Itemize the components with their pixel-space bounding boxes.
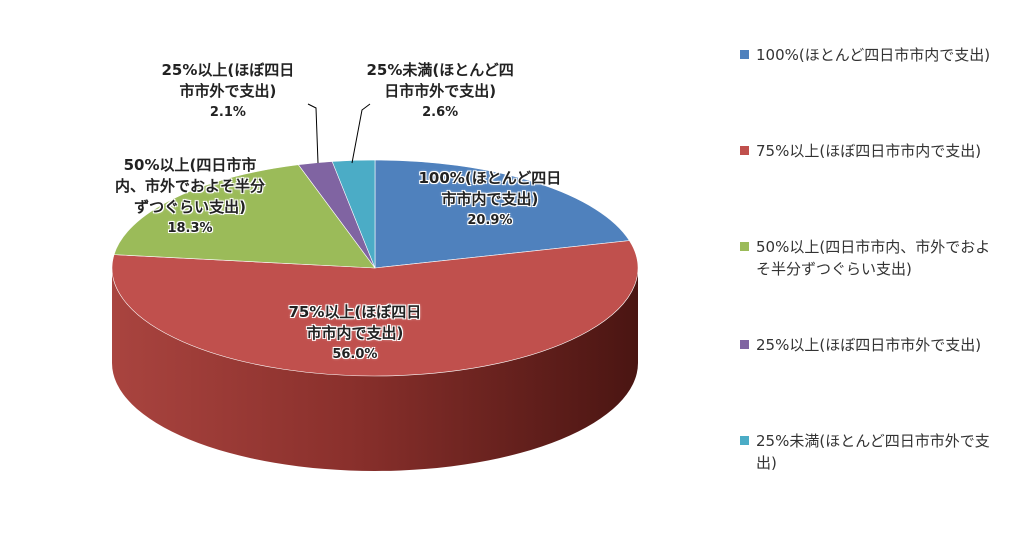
data-label-name: 市市内で支出)	[441, 190, 539, 208]
data-label-name: 内、市外でおよそ半分	[115, 177, 266, 195]
data-label: 50%以上(四日市市 内、市外でおよそ半分 ずつぐらい支出) 18.3%	[115, 155, 265, 239]
legend-label: 75%以上(ほぼ四日市市内で支出)	[756, 142, 982, 160]
legend-swatch	[740, 146, 749, 155]
pie-side-1	[112, 268, 638, 471]
data-label: 25%以上(ほぼ四日 市市外で支出) 2.1%	[162, 60, 295, 123]
data-label: 25%未満(ほとんど四 日市市外で支出) 2.6%	[367, 60, 514, 123]
data-label-name: 市市外で支出)	[179, 82, 277, 100]
legend-swatch	[740, 340, 749, 349]
leader-line	[307, 103, 319, 164]
data-label-value: 20.9%	[467, 213, 513, 228]
legend-item: 75%以上(ほぼ四日市市内で支出)	[740, 140, 996, 162]
pie-slice	[111, 240, 639, 377]
data-label-value: 2.1%	[209, 105, 246, 120]
legend-label: 25%未満(ほとんど四日市市外で支出)	[756, 432, 990, 472]
pie-slice	[113, 164, 376, 269]
pie-slice	[374, 159, 630, 269]
data-label-name: 市市内で支出)	[306, 324, 404, 342]
data-label-value: 18.3%	[167, 221, 213, 236]
data-label: 75%以上(ほぼ四日 市市内で支出) 56.0%	[289, 302, 422, 365]
legend-label: 100%(ほとんど四日市市内で支出)	[756, 46, 991, 64]
legend-label: 50%以上(四日市市内、市外でおよそ半分ずつぐらい支出)	[756, 238, 991, 278]
data-label-name: ずつぐらい支出)	[134, 198, 246, 216]
data-label-name: 50%以上(四日市市	[123, 156, 257, 174]
data-label-value: 56.0%	[332, 347, 378, 362]
data-label-name: 日市市外で支出)	[384, 82, 497, 100]
data-label-name: 75%以上(ほぼ四日	[288, 303, 422, 321]
legend-swatch	[740, 436, 749, 445]
data-label: 100%(ほとんど四日 市市内で支出) 20.9%	[419, 168, 562, 231]
data-label-value: 2.6%	[422, 105, 459, 120]
pie-slice	[331, 159, 376, 269]
legend-swatch	[740, 50, 749, 59]
data-label-name: 25%以上(ほぼ四日	[161, 61, 295, 79]
data-label-name: 25%未満(ほとんど四	[366, 61, 514, 79]
legend-item: 25%以上(ほぼ四日市市外で支出)	[740, 334, 996, 356]
legend-swatch	[740, 242, 749, 251]
legend-label: 25%以上(ほぼ四日市市外で支出)	[756, 336, 982, 354]
legend-item: 50%以上(四日市市内、市外でおよそ半分ずつぐらい支出)	[740, 236, 996, 280]
legend-item: 25%未満(ほとんど四日市市外で支出)	[740, 430, 996, 474]
leader-line	[351, 103, 371, 164]
legend-item: 100%(ほとんど四日市市内で支出)	[740, 44, 996, 66]
data-label-name: 100%(ほとんど四日	[418, 169, 562, 187]
